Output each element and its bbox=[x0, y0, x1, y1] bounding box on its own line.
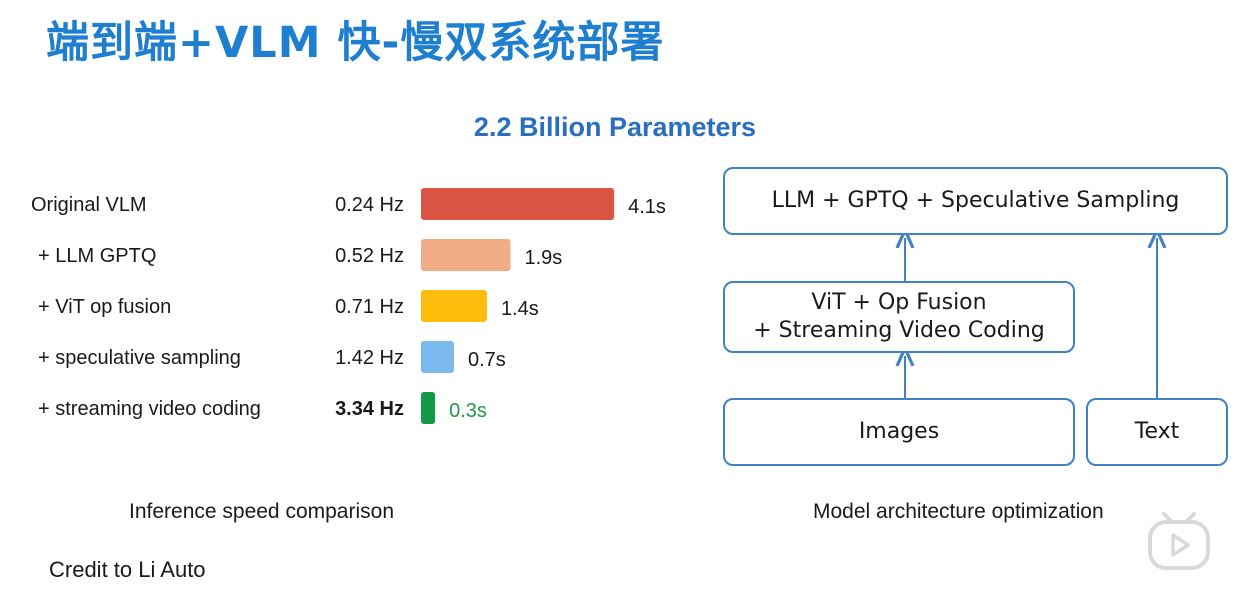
value-label: 0.7s bbox=[468, 349, 506, 371]
value-label: 1.4s bbox=[501, 298, 539, 320]
text-box-label: Text bbox=[1134, 419, 1180, 444]
category-label: + LLM GPTQ bbox=[38, 245, 156, 267]
vit-box-line2: + Streaming Video Coding bbox=[753, 318, 1045, 343]
frequency-label: 1.42 Hz bbox=[335, 347, 404, 369]
vit-box: ViT + Op Fusion + Streaming Video Coding bbox=[723, 281, 1075, 353]
frequency-label: 0.71 Hz bbox=[335, 296, 404, 318]
play-watermark-icon bbox=[1148, 512, 1210, 570]
frequency-label: 0.52 Hz bbox=[335, 245, 404, 267]
bar bbox=[421, 341, 454, 373]
value-label: 1.9s bbox=[524, 247, 562, 269]
category-label: + speculative sampling bbox=[38, 347, 241, 369]
bar bbox=[421, 239, 511, 271]
credit-text: Credit to Li Auto bbox=[49, 557, 206, 582]
frequency-label: 3.34 Hz bbox=[335, 398, 404, 420]
llm-box-label: LLM + GPTQ + Speculative Sampling bbox=[771, 188, 1180, 213]
inference-speed-chart: Original VLM 0.24 Hz 4.1s + LLM GPTQ 0.52 Hz… bbox=[31, 188, 666, 424]
value-label: 0.3s bbox=[449, 400, 487, 422]
images-box: Images bbox=[723, 398, 1075, 466]
chart-caption: Inference speed comparison bbox=[129, 500, 394, 523]
bar bbox=[421, 188, 615, 220]
slide-subtitle: 2.2 Billion Parameters bbox=[473, 112, 757, 142]
category-label: + ViT op fusion bbox=[38, 296, 171, 318]
llm-box: LLM + GPTQ + Speculative Sampling bbox=[723, 167, 1228, 235]
frequency-label: 0.24 Hz bbox=[335, 194, 404, 216]
images-box-label: Images bbox=[858, 419, 940, 444]
text-box: Text bbox=[1086, 398, 1228, 466]
diagram-caption: Model architecture optimization bbox=[813, 500, 1104, 523]
slide-title: 端到端+VLM 快-慢双系统部署 bbox=[46, 18, 665, 68]
category-label: + streaming video coding bbox=[38, 398, 261, 420]
bar bbox=[421, 392, 436, 424]
category-label: Original VLM bbox=[31, 194, 147, 216]
bar bbox=[421, 290, 487, 322]
value-label: 4.1s bbox=[628, 196, 666, 218]
vit-box-line1: ViT + Op Fusion bbox=[811, 290, 987, 315]
